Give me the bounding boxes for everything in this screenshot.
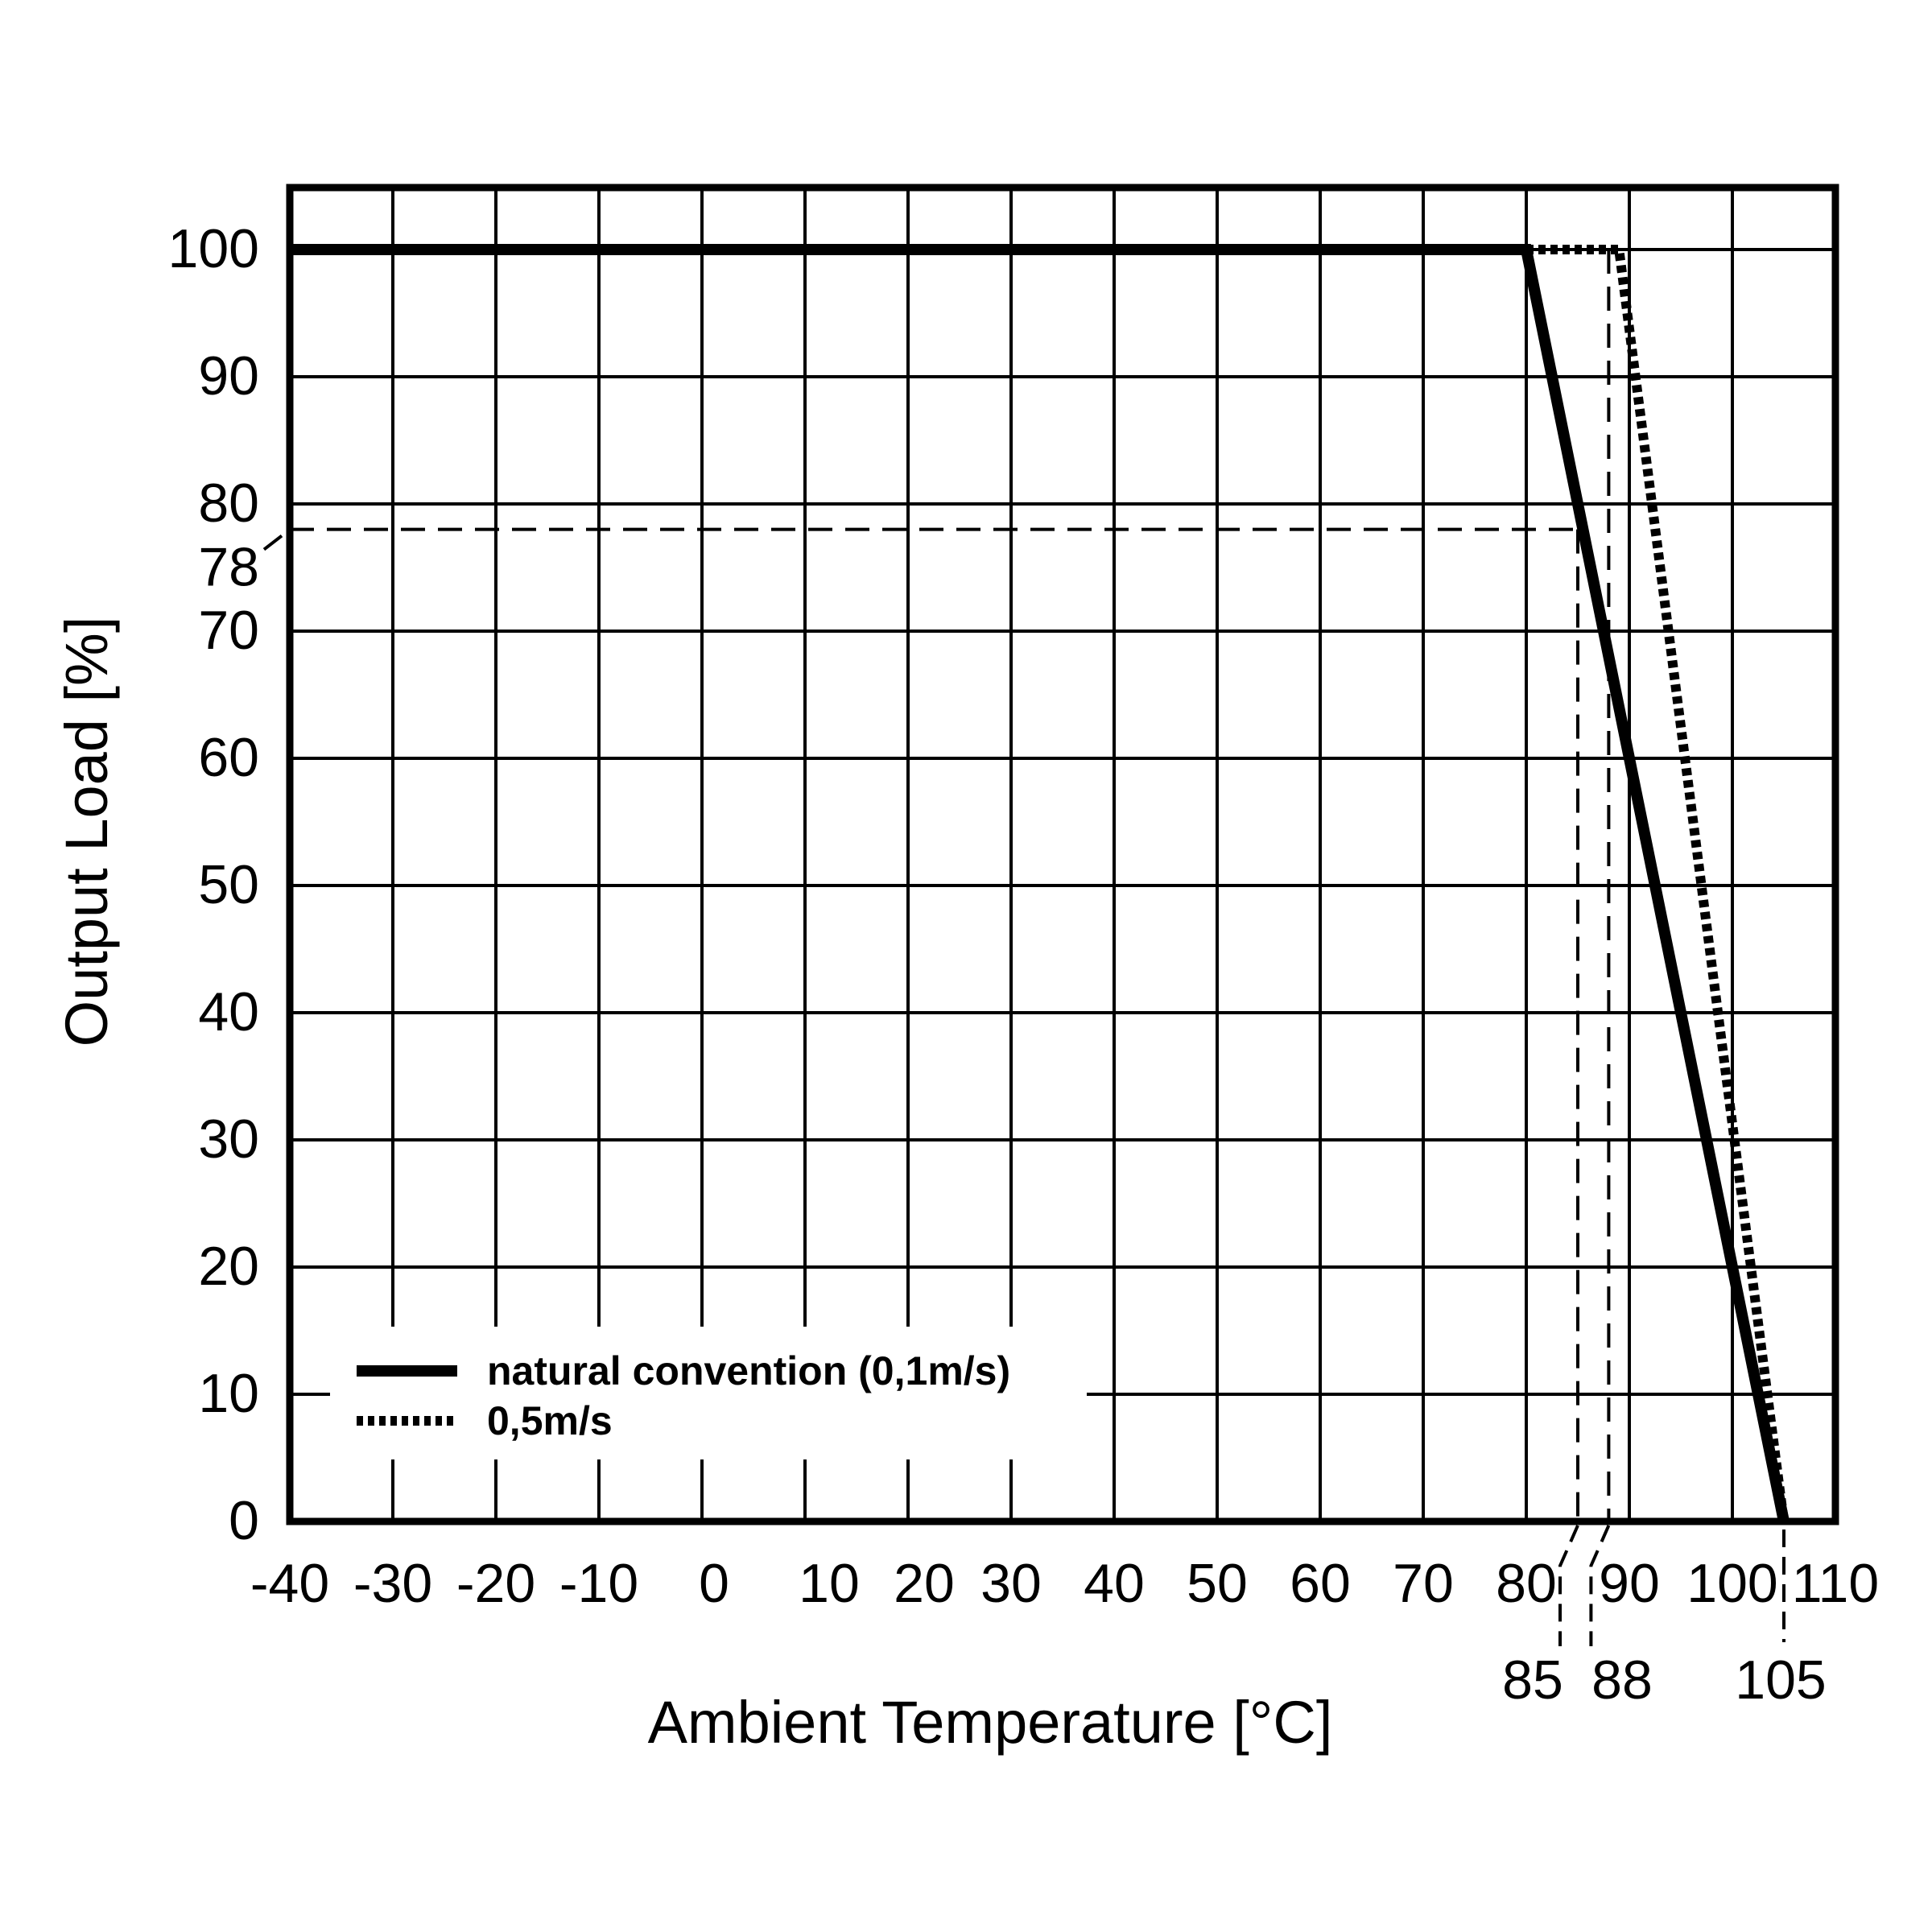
x-tick-label: 60	[1290, 1553, 1351, 1614]
x-axis-title: Ambient Temperature [°C]	[648, 1689, 1333, 1756]
y-tick-label: 90	[198, 345, 259, 407]
x-extra-tick-label: 105	[1735, 1649, 1826, 1711]
y-tick-label: 10	[198, 1363, 259, 1424]
x-tick-label: 40	[1084, 1553, 1145, 1614]
y-tick-label: 40	[198, 981, 259, 1042]
y-tick-label: 100	[168, 218, 259, 279]
x-tick-label: 50	[1187, 1553, 1248, 1614]
y-extra-tick-leader	[262, 535, 283, 551]
y-tick-label: 0	[229, 1490, 259, 1551]
data-series	[290, 244, 1790, 1523]
x-tick-label: 0	[699, 1553, 729, 1614]
x-tick-label: 30	[980, 1553, 1042, 1614]
y-extra-tick-label: 78	[198, 537, 259, 598]
x-tick-label: 110	[1792, 1553, 1879, 1614]
y-tick-label: 50	[198, 854, 259, 915]
x-tick-label: -20	[456, 1553, 535, 1614]
x-extra-tick-leader	[1558, 1525, 1579, 1646]
plot-frame	[286, 184, 1839, 1525]
legend: natural convention (0,1m/s) 0,5m/s	[330, 1327, 1087, 1459]
y-axis-title: Output Load [%]	[53, 617, 120, 1047]
x-tick-label: 10	[799, 1553, 860, 1614]
x-tick-label: 90	[1599, 1553, 1660, 1614]
legend-label: natural convention (0,1m/s)	[487, 1348, 1010, 1393]
x-tick-label: -30	[353, 1553, 432, 1614]
legend-background	[330, 1327, 1087, 1459]
x-tick-label: -10	[559, 1553, 638, 1614]
x-tick-label: 100	[1686, 1553, 1777, 1614]
y-tick-label: 30	[198, 1108, 259, 1170]
x-tick-label: -40	[250, 1553, 329, 1614]
tick-labels: 0 10 20 30 40 50 60 70 80 90 100 -40 -30 -20 -10 0 10 20 3…	[168, 218, 1880, 1711]
x-tick-label: 20	[894, 1553, 955, 1614]
y-tick-label: 20	[198, 1236, 259, 1297]
y-tick-label: 80	[198, 473, 259, 534]
x-extra-tick-leader	[1589, 1525, 1611, 1646]
x-extra-tick-label: 88	[1591, 1649, 1653, 1711]
x-tick-label: 80	[1496, 1553, 1557, 1614]
reference-lines	[290, 250, 1611, 1521]
x-extra-tick-label: 85	[1502, 1649, 1563, 1711]
legend-label: 0,5m/s	[487, 1398, 613, 1443]
y-tick-label: 70	[198, 600, 259, 661]
series-line-0-5ms	[1526, 245, 1789, 1522]
y-tick-label: 60	[198, 727, 259, 788]
x-tick-label: 70	[1393, 1553, 1454, 1614]
